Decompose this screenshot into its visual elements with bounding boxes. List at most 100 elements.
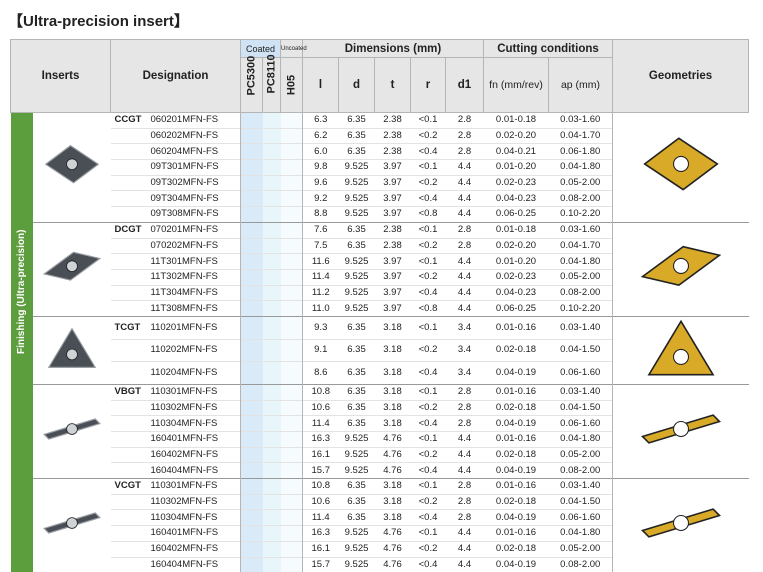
value: 8.6 <box>303 362 339 385</box>
value: <0.2 <box>411 339 446 362</box>
value: <0.4 <box>411 144 446 160</box>
value: <0.1 <box>411 384 446 400</box>
value: 2.8 <box>446 144 484 160</box>
value: <0.1 <box>411 526 446 542</box>
value: 0.03-1.60 <box>549 113 613 129</box>
designation: 070202MFN-FS <box>111 238 241 254</box>
value: 11.2 <box>303 285 339 301</box>
value: 16.1 <box>303 541 339 557</box>
grade-cell <box>281 494 303 510</box>
grade-cell <box>241 479 263 495</box>
insert-image <box>41 325 103 371</box>
value: 16.3 <box>303 432 339 448</box>
grade-cell <box>263 494 281 510</box>
value: 0.05-2.00 <box>549 175 613 191</box>
grade-cell <box>241 432 263 448</box>
grade-cell <box>281 191 303 207</box>
value: 6.35 <box>339 128 375 144</box>
grade-cell <box>263 400 281 416</box>
grade-cell <box>281 479 303 495</box>
value: 0.06-0.25 <box>484 207 549 223</box>
value: <0.4 <box>411 557 446 572</box>
value: 0.10-2.20 <box>549 207 613 223</box>
grade-cell <box>241 416 263 432</box>
code: 160402MFN-FS <box>151 543 219 554</box>
value: 0.08-2.00 <box>549 191 613 207</box>
grade-cell <box>263 463 281 479</box>
value: 9.525 <box>339 463 375 479</box>
value: 3.97 <box>375 191 411 207</box>
grade-cell <box>241 144 263 160</box>
designation: 11T308MFN-FS <box>111 301 241 317</box>
value: 3.18 <box>375 316 411 339</box>
code: 110202MFN-FS <box>151 344 218 355</box>
fn-header: fn (mm/rev) <box>484 58 549 113</box>
value: 3.97 <box>375 175 411 191</box>
value: 4.4 <box>446 526 484 542</box>
designation: 160404MFN-FS <box>111 463 241 479</box>
value: 2.38 <box>375 222 411 238</box>
value: 0.06-1.80 <box>549 144 613 160</box>
grade-cell <box>241 254 263 270</box>
grade-header: H05 <box>281 58 303 113</box>
designation: 160402MFN-FS <box>111 541 241 557</box>
ap-header: ap (mm) <box>549 58 613 113</box>
grade-cell <box>281 222 303 238</box>
grade-cell <box>241 447 263 463</box>
value: 6.35 <box>339 416 375 432</box>
value: 4.4 <box>446 285 484 301</box>
value: 0.04-0.19 <box>484 416 549 432</box>
value: 6.35 <box>339 479 375 495</box>
insert-cell <box>33 384 111 478</box>
value: 0.01-0.18 <box>484 113 549 129</box>
grade-cell <box>263 447 281 463</box>
header-geometries: Geometries <box>613 40 749 113</box>
code: 110301MFN-FS <box>151 386 218 397</box>
value: <0.8 <box>411 301 446 317</box>
value: 9.525 <box>339 557 375 572</box>
value: <0.1 <box>411 254 446 270</box>
dim-header: t <box>375 58 411 113</box>
designation: 110304MFN-FS <box>111 510 241 526</box>
designation: 11T304MFN-FS <box>111 285 241 301</box>
value: 9.525 <box>339 541 375 557</box>
grade-cell <box>241 128 263 144</box>
grade-cell <box>263 207 281 223</box>
grade-cell <box>263 510 281 526</box>
value: 2.38 <box>375 113 411 129</box>
value: 3.18 <box>375 510 411 526</box>
value: 0.03-1.60 <box>549 222 613 238</box>
value: 0.06-0.25 <box>484 301 549 317</box>
insert-image <box>41 406 103 452</box>
value: 0.04-1.50 <box>549 339 613 362</box>
series: VCGT <box>115 479 151 493</box>
value: 0.03-1.40 <box>549 479 613 495</box>
code: 110304MFN-FS <box>151 512 218 523</box>
value: 9.525 <box>339 207 375 223</box>
grade-cell <box>241 384 263 400</box>
grade-cell <box>263 113 281 129</box>
value: 10.6 <box>303 494 339 510</box>
code: 110204MFN-FS <box>151 367 218 378</box>
value: 0.01-0.16 <box>484 526 549 542</box>
value: 9.525 <box>339 301 375 317</box>
value: 0.02-0.23 <box>484 175 549 191</box>
value: <0.4 <box>411 510 446 526</box>
designation: 110302MFN-FS <box>111 494 241 510</box>
value: 4.76 <box>375 432 411 448</box>
value: <0.1 <box>411 113 446 129</box>
page: 【Ultra-precision insert】 Inserts Designa… <box>0 0 763 547</box>
value: 9.2 <box>303 191 339 207</box>
value: <0.1 <box>411 432 446 448</box>
grade-cell <box>281 384 303 400</box>
code: 060202MFN-FS <box>151 130 219 141</box>
value: 3.18 <box>375 384 411 400</box>
value: <0.2 <box>411 238 446 254</box>
geometry-drawing <box>636 236 726 298</box>
value: 4.76 <box>375 526 411 542</box>
value: 0.04-0.19 <box>484 557 549 572</box>
value: 2.8 <box>446 128 484 144</box>
insert-cell <box>33 113 111 223</box>
